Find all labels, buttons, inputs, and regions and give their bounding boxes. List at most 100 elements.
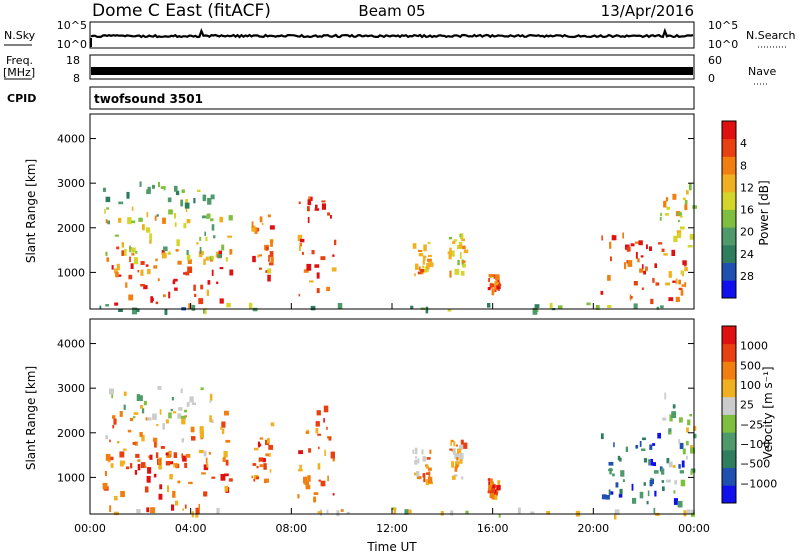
velocity-data-cell xyxy=(159,484,163,490)
power-data-cell xyxy=(679,215,683,218)
power-data-cell xyxy=(105,251,108,256)
velocity-data-cell xyxy=(672,404,676,409)
nsky-noise-line xyxy=(90,27,694,39)
power-data-cell xyxy=(672,193,677,200)
velocity-data-cell xyxy=(189,396,194,403)
power-data-cell xyxy=(267,268,272,274)
power-data-cell xyxy=(423,269,426,273)
power-data-cell xyxy=(180,199,184,207)
velocity-data-cell xyxy=(429,449,432,454)
station-title: Dome C East (fitACF) xyxy=(92,1,271,21)
power-data-cell xyxy=(321,203,326,210)
velocity-data-cell xyxy=(223,451,228,458)
cpid-value: twofsound 3501 xyxy=(94,92,203,106)
power-data-cell xyxy=(297,234,303,241)
velocity-data-cell xyxy=(152,437,158,442)
velocity-data-cell xyxy=(454,452,459,460)
velocity-data-cell xyxy=(660,468,665,475)
velocity-data-cell xyxy=(690,468,696,473)
power-data-cell xyxy=(458,244,462,248)
velocity-data-cell xyxy=(654,490,657,497)
power-data-cell xyxy=(146,212,149,218)
nsky-tick-bottom: 10^0 xyxy=(57,38,87,51)
power-data-cell xyxy=(114,302,119,306)
velocity-y-label: Slant Range [km] xyxy=(24,366,38,470)
velocity-data-cell xyxy=(129,417,134,422)
power-data-cell xyxy=(420,268,425,273)
power-data-cell xyxy=(106,257,109,262)
velocity-data-cell xyxy=(146,507,150,513)
velocity-data-cell xyxy=(668,461,673,468)
velocity-data-cell xyxy=(181,415,186,419)
velocity-colorbar-tick-label: −1000 xyxy=(740,477,777,490)
velocity-y-tick-label: 3000 xyxy=(57,382,85,395)
velocity-data-cell xyxy=(105,435,108,440)
velocity-data-cell xyxy=(546,511,550,515)
power-data-cell xyxy=(156,214,159,217)
velocity-data-cell xyxy=(208,451,211,455)
power-data-cell xyxy=(309,280,314,283)
velocity-data-cell xyxy=(137,464,141,471)
power-data-cell xyxy=(162,217,166,224)
velocity-data-cell xyxy=(152,413,157,420)
nsky-trace xyxy=(90,27,694,47)
velocity-data-cell xyxy=(662,417,667,421)
velocity-data-cell xyxy=(177,413,182,419)
power-data-cell xyxy=(626,260,629,264)
power-data-cell xyxy=(186,250,189,255)
velocity-data-cell xyxy=(673,490,676,494)
velocity-data-cell xyxy=(488,484,492,491)
velocity-data-cell xyxy=(195,513,199,518)
velocity-data-cell xyxy=(649,479,653,487)
power-data-cell xyxy=(649,246,652,251)
power-data-cell xyxy=(269,225,275,230)
power-data-cell xyxy=(672,280,677,283)
power-data-cell xyxy=(188,303,191,309)
power-colorbar-tick-label: 4 xyxy=(740,137,747,150)
power-data-cell xyxy=(310,305,316,311)
velocity-data-cell xyxy=(412,449,415,454)
velocity-data-cell xyxy=(198,449,204,454)
velocity-data-cell xyxy=(109,388,114,395)
velocity-data-cell xyxy=(159,409,162,415)
velocity-data-cell xyxy=(643,458,648,463)
power-data-cell xyxy=(684,267,688,272)
power-data-cell xyxy=(139,181,142,187)
power-data-cell xyxy=(624,262,627,270)
power-data-cell xyxy=(259,216,263,223)
velocity-data-cell xyxy=(404,509,409,515)
velocity-data-cell xyxy=(307,475,311,482)
velocity-data-cell xyxy=(459,453,464,460)
power-data-cell xyxy=(609,241,612,249)
power-data-cell xyxy=(677,212,682,216)
velocity-data-cell xyxy=(165,419,169,424)
power-data-cell xyxy=(127,217,132,225)
velocity-data-cell xyxy=(146,475,151,483)
velocity-data-cell xyxy=(463,442,468,449)
power-data-cell xyxy=(680,289,684,296)
power-data-cell xyxy=(311,250,315,255)
power-data-cell xyxy=(418,252,424,257)
velocity-data-cell xyxy=(639,441,642,447)
velocity-data-cell xyxy=(224,485,229,492)
power-y-tick-label: 4000 xyxy=(57,133,85,146)
velocity-data-cell xyxy=(427,476,433,484)
power-data-cell xyxy=(147,268,151,275)
velocity-data-cell xyxy=(496,490,499,493)
power-data-cell xyxy=(187,266,193,273)
power-data-cell xyxy=(229,269,234,276)
power-data-cell xyxy=(199,236,202,241)
velocity-data-cell xyxy=(451,439,454,443)
velocity-data-cell xyxy=(649,444,653,450)
velocity-data-cell xyxy=(255,476,260,480)
velocity-data-cell xyxy=(109,505,112,512)
power-scatter-region xyxy=(251,214,275,282)
velocity-data-cell xyxy=(104,471,107,476)
power-data-cell xyxy=(105,304,109,307)
power-data-cell xyxy=(252,255,256,263)
velocity-data-cell xyxy=(642,437,646,441)
power-data-cell xyxy=(204,231,206,237)
power-data-cell xyxy=(257,254,259,258)
velocity-data-cell xyxy=(205,457,208,464)
power-data-cell xyxy=(181,189,185,193)
